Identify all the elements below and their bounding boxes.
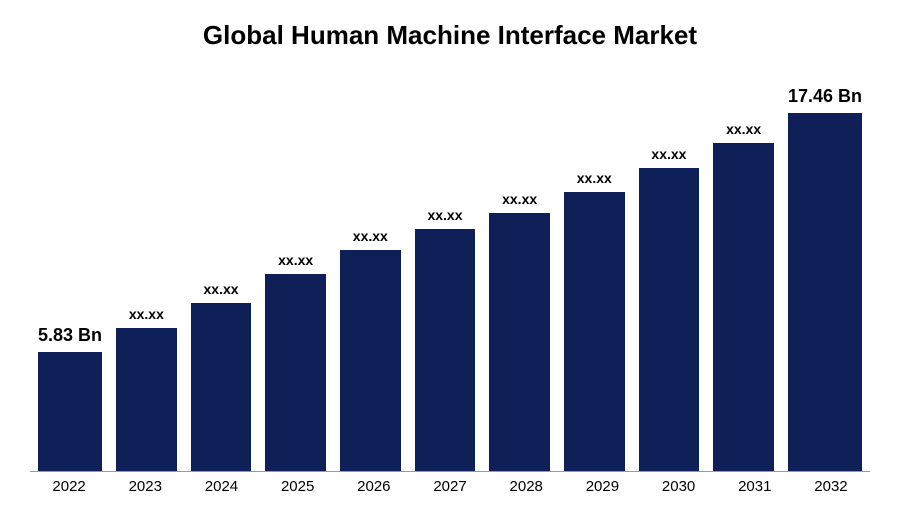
bar-group: xx.xx [340,61,401,471]
bar-value-label: xx.xx [577,170,612,186]
bar [38,352,102,472]
bar [788,113,862,471]
bar [713,143,774,471]
bar-group: xx.xx [564,61,625,471]
x-axis-label: 2031 [724,478,786,495]
bar [265,274,326,471]
bar-value-label: xx.xx [203,281,238,297]
x-axis-label: 2032 [800,478,862,495]
x-axis-label: 2027 [419,478,481,495]
bar-group: xx.xx [489,61,550,471]
bar-value-label: xx.xx [353,228,388,244]
bar-group: 5.83 Bn [38,61,102,471]
bar [340,250,401,471]
x-axis-label: 2029 [571,478,633,495]
bar [639,168,700,471]
plot-area: 5.83 Bn xx.xx xx.xx xx.xx xx.xx xx.xx xx.xx xx.… [30,61,870,472]
bar-group: xx.xx [639,61,700,471]
x-axis-label: 2025 [267,478,329,495]
x-axis: 2022 2023 2024 2025 2026 2027 2028 2029 2030 2031… [30,472,870,495]
bar-value-label: 5.83 Bn [38,325,102,346]
x-axis-label: 2026 [343,478,405,495]
bar [564,192,625,471]
bar-group: xx.xx [116,61,177,471]
bar-value-label: xx.xx [651,146,686,162]
bar-value-label: xx.xx [278,252,313,268]
bar [489,213,550,471]
x-axis-label: 2030 [648,478,710,495]
bar-group: 17.46 Bn [788,61,862,471]
bar-chart: Global Human Machine Interface Market 5.… [0,0,900,525]
bar [191,303,252,471]
bar-group: xx.xx [415,61,476,471]
bar-group: xx.xx [191,61,252,471]
bar-value-label: xx.xx [726,121,761,137]
x-axis-label: 2022 [38,478,100,495]
x-axis-label: 2028 [495,478,557,495]
bar-group: xx.xx [713,61,774,471]
bar-value-label: 17.46 Bn [788,86,862,107]
chart-title: Global Human Machine Interface Market [30,20,870,51]
bar-value-label: xx.xx [502,191,537,207]
bar [415,229,476,471]
bar-value-label: xx.xx [129,306,164,322]
bar-group: xx.xx [265,61,326,471]
x-axis-label: 2024 [190,478,252,495]
x-axis-label: 2023 [114,478,176,495]
bar-value-label: xx.xx [427,207,462,223]
bar [116,328,177,472]
